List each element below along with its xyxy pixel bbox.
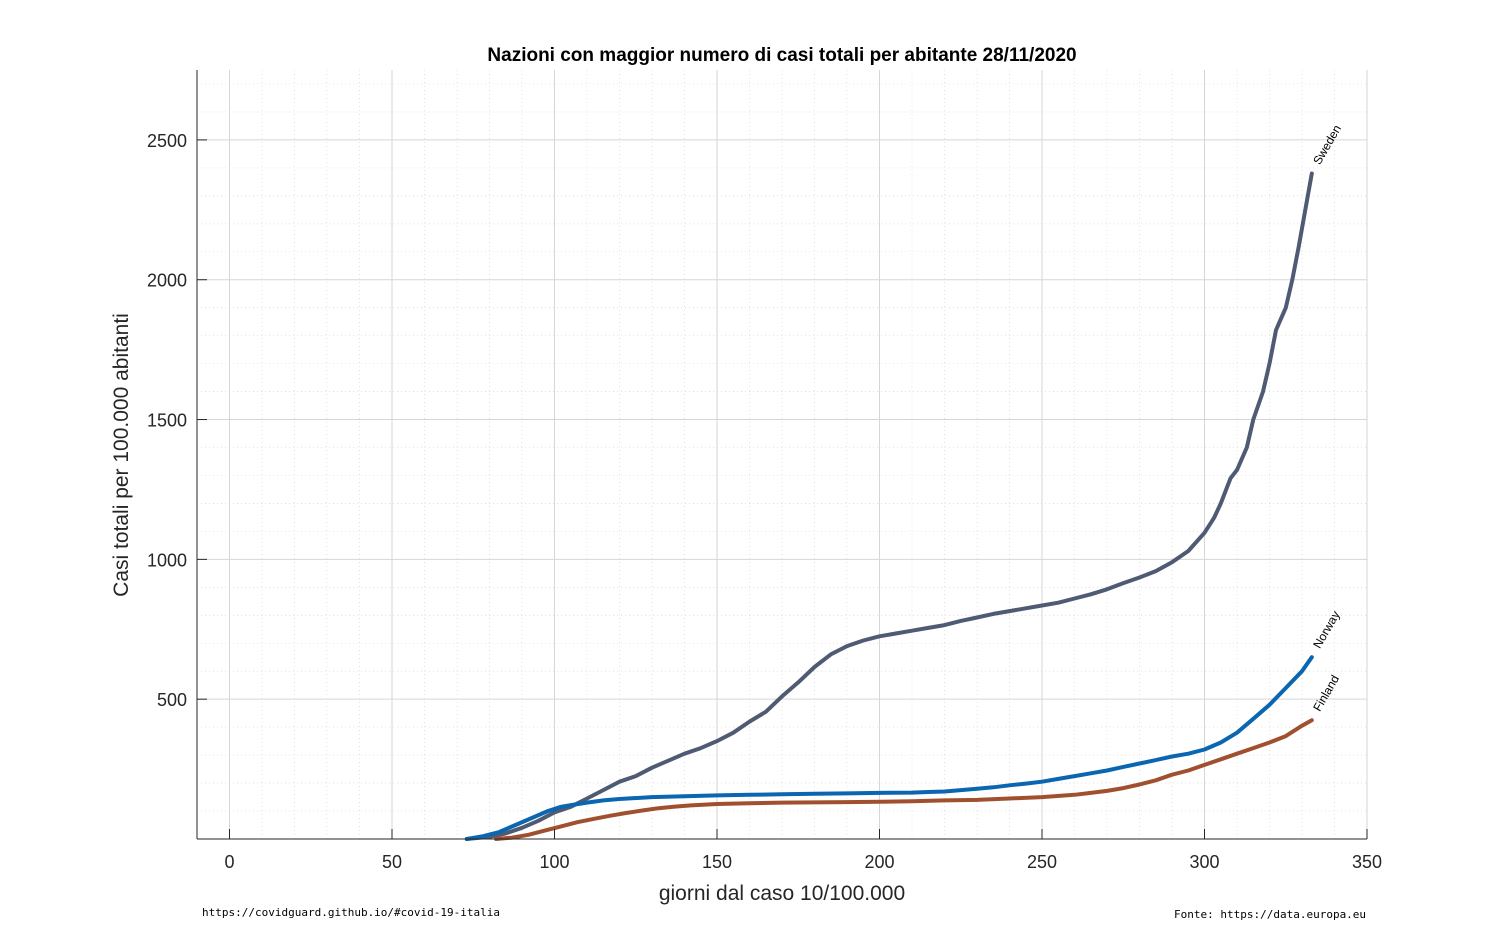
y-tick-label: 500 — [157, 690, 187, 710]
y-tick-label: 2000 — [147, 271, 187, 291]
y-axis-label: Casi totali per 100.000 abitanti — [110, 313, 133, 597]
x-tick-label: 300 — [1189, 852, 1219, 872]
y-tick-label: 1000 — [147, 550, 187, 570]
x-tick-label: 250 — [1027, 852, 1057, 872]
footer-source-link: https://covidguard.github.io/#covid-19-i… — [202, 906, 501, 919]
major-grid — [197, 70, 1368, 839]
x-tick-label: 50 — [382, 852, 402, 872]
minor-grid — [196, 70, 1367, 839]
axes-layer: 0 50 100 150 200 250 300 350 500 1000 1500 2000 2500 — [147, 70, 1382, 872]
x-axis-label: giorni dal caso 10/100.000 — [659, 882, 905, 905]
chart-title: Nazioni con maggior numero di casi total… — [487, 45, 1076, 66]
footer-data-source: Fonte: https://data.europa.eu — [1174, 908, 1367, 921]
series-line-norway — [464, 655, 1314, 841]
x-tick-label: 350 — [1352, 852, 1382, 872]
x-tick-label: 200 — [864, 852, 894, 872]
y-tick-label: 1500 — [147, 411, 187, 431]
y-tick-label: 2500 — [147, 131, 187, 151]
x-tick-label: 100 — [539, 852, 569, 872]
series-layer — [464, 171, 1314, 841]
series-line-finland — [494, 718, 1314, 841]
x-tick-label: 0 — [224, 852, 234, 872]
x-tick-label: 150 — [702, 852, 732, 872]
series-line-sweden — [464, 171, 1314, 841]
